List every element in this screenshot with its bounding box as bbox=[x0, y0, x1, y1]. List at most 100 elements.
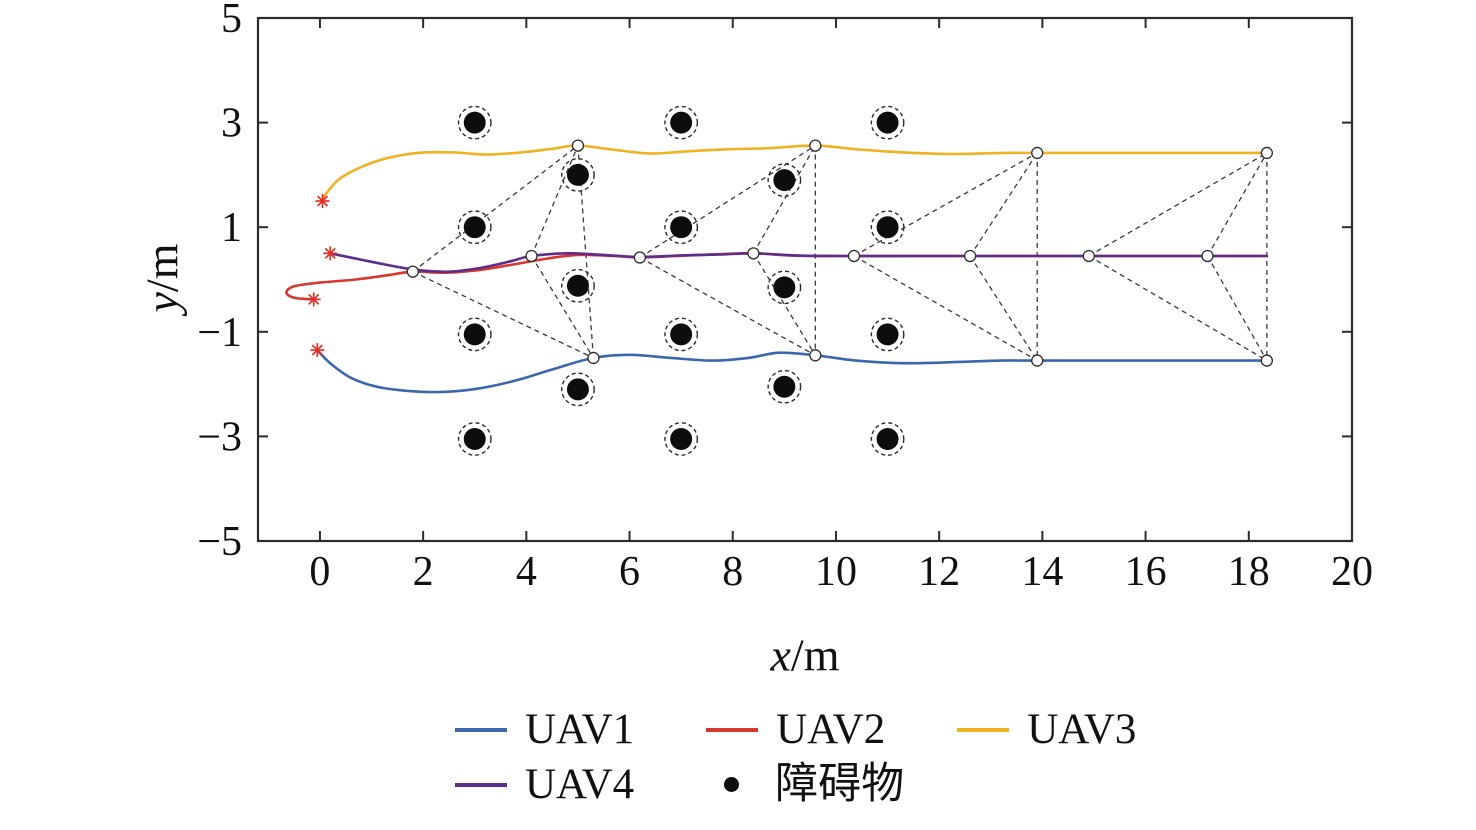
formation-edge bbox=[412, 145, 579, 273]
formation-node bbox=[1082, 249, 1095, 263]
formation-edge bbox=[530, 145, 579, 257]
x-tick-label: 0 bbox=[309, 549, 330, 595]
y-tick-label: −3 bbox=[197, 414, 242, 460]
obstacle-safety-ring bbox=[767, 270, 802, 305]
formation-node bbox=[587, 351, 600, 365]
y-axis-var: y bbox=[136, 292, 188, 313]
formation-node bbox=[1031, 146, 1044, 160]
legend-line-swatch-uav3 bbox=[957, 727, 1010, 732]
y-axis-unit: /m bbox=[136, 243, 188, 293]
y-tick-label: −5 bbox=[197, 519, 242, 565]
obstacle bbox=[670, 323, 693, 346]
formation-node bbox=[809, 349, 822, 362]
obstacle-safety-ring bbox=[870, 422, 905, 456]
legend-dot-swatch-obstacle bbox=[724, 777, 740, 792]
formation-edge bbox=[1088, 255, 1268, 362]
x-tick-label: 20 bbox=[1331, 549, 1373, 595]
obstacle-safety-ring bbox=[767, 163, 802, 198]
trajectory-uav4 bbox=[328, 251, 1269, 274]
x-tick-label: 16 bbox=[1125, 549, 1167, 595]
formation-edge bbox=[1206, 255, 1268, 361]
x-tick-label: 14 bbox=[1021, 549, 1063, 595]
obstacle bbox=[463, 428, 486, 450]
y-tick-label: 5 bbox=[221, 0, 242, 42]
legend-item-uav1: UAV1 bbox=[455, 708, 634, 751]
legend-item-uav4: UAV4 bbox=[455, 763, 634, 806]
legend-line-swatch-uav4 bbox=[455, 782, 507, 787]
y-tick-label: 1 bbox=[221, 205, 242, 251]
obstacle bbox=[773, 375, 796, 398]
obstacle-safety-ring bbox=[457, 210, 492, 245]
x-tick-label: 8 bbox=[722, 549, 743, 595]
obstacle-safety-ring bbox=[561, 157, 595, 192]
legend-label-uav3: UAV3 bbox=[1027, 706, 1137, 753]
formation-edge bbox=[752, 253, 816, 356]
start-marker bbox=[308, 293, 320, 305]
obstacle bbox=[773, 169, 796, 192]
x-tick-label: 18 bbox=[1228, 549, 1270, 595]
formation-node bbox=[525, 249, 538, 263]
formation-edge bbox=[1088, 152, 1268, 257]
obstacle-safety-ring bbox=[664, 105, 699, 140]
formation-edge bbox=[853, 255, 1038, 362]
obstacle bbox=[876, 323, 899, 346]
obstacle bbox=[876, 428, 899, 450]
formation-edge bbox=[969, 255, 1038, 361]
formation-edge bbox=[752, 145, 816, 254]
formation-node bbox=[1201, 249, 1214, 263]
legend-item-obstacle: 障碍物 bbox=[706, 763, 904, 806]
x-tick-label: 6 bbox=[619, 549, 640, 595]
x-tick-label: 4 bbox=[516, 549, 537, 595]
formation-node bbox=[1260, 146, 1274, 160]
formation-edge bbox=[639, 256, 816, 356]
legend: UAV1 UAV2 UAV3 UAV4 障碍物 bbox=[455, 708, 1136, 806]
obstacle bbox=[566, 163, 589, 186]
obstacle-safety-ring bbox=[664, 210, 699, 245]
obstacle-safety-ring bbox=[457, 105, 492, 140]
obstacle bbox=[566, 378, 589, 401]
x-axis-unit: /m bbox=[790, 629, 840, 681]
obstacle-safety-ring bbox=[767, 369, 802, 404]
obstacle-safety-ring bbox=[870, 105, 905, 140]
formation-node bbox=[406, 265, 419, 278]
start-marker bbox=[316, 195, 329, 207]
y-axis-label: y/m bbox=[136, 244, 189, 313]
obstacle bbox=[463, 111, 486, 134]
formation-node bbox=[1260, 354, 1274, 367]
formation-node bbox=[633, 251, 647, 264]
obstacle bbox=[670, 428, 693, 450]
obstacle-safety-ring bbox=[457, 422, 492, 456]
obstacle bbox=[670, 111, 693, 134]
obstacle bbox=[876, 216, 899, 239]
legend-item-uav3: UAV3 bbox=[957, 708, 1136, 751]
formation-edge bbox=[969, 152, 1038, 257]
trajectory-uav3 bbox=[321, 144, 1269, 200]
start-marker bbox=[311, 344, 323, 356]
formation-node bbox=[809, 139, 822, 152]
trajectory-uav1 bbox=[316, 348, 1269, 394]
legend-row-1: UAV1 UAV2 UAV3 bbox=[455, 708, 1136, 751]
x-tick-label: 12 bbox=[918, 549, 960, 595]
legend-label-uav4: UAV4 bbox=[525, 761, 635, 808]
obstacle bbox=[566, 274, 589, 297]
legend-line-swatch-uav1 bbox=[455, 727, 507, 732]
formation-edge bbox=[530, 255, 594, 359]
legend-line-swatch-uav2 bbox=[706, 727, 759, 732]
y-tick-label: 3 bbox=[221, 101, 242, 147]
obstacle bbox=[463, 323, 486, 346]
y-tick-label: −1 bbox=[197, 310, 242, 356]
x-axis-var: x bbox=[770, 629, 791, 681]
formation-edge bbox=[412, 271, 594, 359]
obstacle-safety-ring bbox=[664, 317, 699, 352]
formation-node bbox=[571, 139, 585, 152]
x-tick-label: 2 bbox=[413, 549, 434, 595]
x-axis-label: x/m bbox=[771, 629, 840, 682]
legend-label-uav1: UAV1 bbox=[525, 706, 635, 753]
obstacle bbox=[876, 111, 899, 134]
obstacle bbox=[773, 276, 796, 299]
obstacle-safety-ring bbox=[870, 317, 905, 352]
start-marker bbox=[324, 247, 336, 259]
obstacle-safety-ring bbox=[561, 372, 595, 407]
